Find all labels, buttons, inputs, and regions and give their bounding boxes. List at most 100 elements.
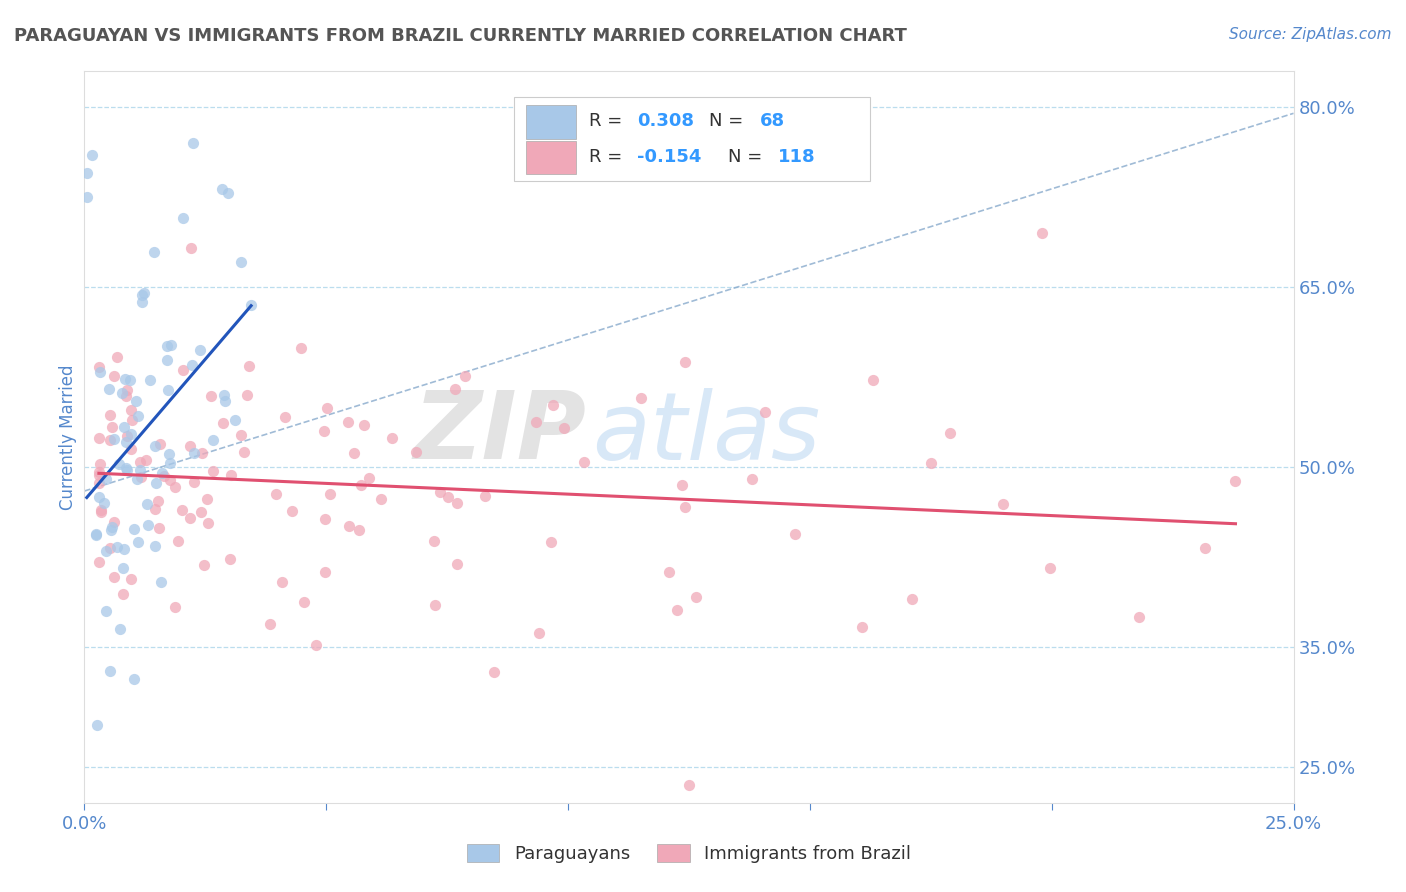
Paraguayans (217, 186, 239, 201)
Paraguayans (157, 446, 180, 460)
Immigrants from Brazil (87, 360, 110, 375)
Immigrants from Brazil (191, 446, 214, 460)
Immigrants from Brazil (193, 558, 215, 572)
Text: N =: N = (710, 112, 749, 130)
Immigrants from Brazil (87, 555, 110, 569)
Paraguayans (115, 461, 138, 475)
Immigrants from Brazil (920, 457, 942, 471)
Immigrants from Brazil (103, 515, 125, 529)
Paraguayans (143, 540, 166, 554)
Immigrants from Brazil (172, 363, 194, 377)
Text: 68: 68 (761, 112, 786, 130)
Paraguayans (229, 255, 252, 269)
Immigrants from Brazil (115, 383, 138, 397)
Immigrants from Brazil (425, 598, 447, 612)
Immigrants from Brazil (229, 428, 252, 442)
Paraguayans (145, 475, 167, 490)
Paraguayans (136, 497, 159, 511)
Immigrants from Brazil (754, 405, 776, 419)
Paraguayans (139, 373, 162, 387)
Immigrants from Brazil (658, 565, 681, 579)
Paraguayans (76, 166, 98, 180)
Immigrants from Brazil (270, 575, 292, 590)
Immigrants from Brazil (201, 464, 224, 478)
Paraguayans (100, 665, 122, 679)
Immigrants from Brazil (259, 617, 281, 632)
Immigrants from Brazil (103, 570, 125, 584)
Immigrants from Brazil (87, 432, 110, 446)
Immigrants from Brazil (98, 408, 121, 422)
Paraguayans (96, 604, 118, 618)
Immigrants from Brazil (429, 485, 451, 500)
FancyBboxPatch shape (526, 141, 576, 175)
Immigrants from Brazil (87, 467, 110, 482)
Immigrants from Brazil (553, 421, 575, 435)
Immigrants from Brazil (120, 403, 142, 417)
Immigrants from Brazil (292, 595, 315, 609)
Paraguayans (150, 466, 173, 480)
Immigrants from Brazil (180, 241, 202, 255)
Immigrants from Brazil (678, 778, 700, 792)
Paraguayans (159, 456, 181, 470)
Paraguayans (145, 440, 167, 454)
Text: 118: 118 (779, 148, 815, 166)
Immigrants from Brazil (172, 503, 194, 517)
Immigrants from Brazil (153, 468, 176, 483)
Immigrants from Brazil (314, 565, 336, 579)
Immigrants from Brazil (541, 398, 564, 412)
Paraguayans (112, 420, 135, 434)
Paraguayans (131, 294, 153, 309)
Immigrants from Brazil (236, 387, 259, 401)
Immigrants from Brazil (675, 500, 697, 514)
Immigrants from Brazil (179, 439, 201, 453)
Immigrants from Brazil (423, 534, 446, 549)
Y-axis label: Currently Married: Currently Married (59, 364, 77, 510)
Immigrants from Brazil (90, 503, 112, 517)
Immigrants from Brazil (337, 416, 360, 430)
Immigrants from Brazil (146, 494, 169, 508)
Paraguayans (127, 409, 149, 423)
Paraguayans (84, 527, 107, 541)
Paraguayans (172, 211, 194, 225)
Immigrants from Brazil (98, 541, 121, 555)
Paraguayans (211, 181, 233, 195)
Paraguayans (132, 286, 155, 301)
Paraguayans (131, 287, 153, 301)
Immigrants from Brazil (353, 418, 375, 433)
Paraguayans (89, 366, 111, 380)
Immigrants from Brazil (87, 465, 110, 479)
Paraguayans (125, 472, 148, 486)
Immigrants from Brazil (1225, 474, 1247, 488)
Paraguayans (183, 445, 205, 459)
Immigrants from Brazil (474, 489, 496, 503)
Paraguayans (103, 432, 125, 446)
Immigrants from Brazil (120, 572, 142, 586)
Paraguayans (105, 541, 128, 555)
Immigrants from Brazil (316, 401, 339, 415)
Text: atlas: atlas (592, 388, 821, 479)
Paraguayans (107, 457, 129, 471)
Immigrants from Brazil (342, 446, 364, 460)
Paraguayans (214, 394, 236, 409)
Immigrants from Brazil (446, 557, 468, 571)
Immigrants from Brazil (274, 409, 297, 424)
Text: R =: R = (589, 148, 627, 166)
Immigrants from Brazil (630, 391, 652, 405)
Immigrants from Brazil (190, 505, 212, 519)
Immigrants from Brazil (128, 455, 150, 469)
Immigrants from Brazil (98, 433, 121, 447)
Immigrants from Brazil (939, 426, 962, 441)
Immigrants from Brazil (221, 467, 243, 482)
Immigrants from Brazil (183, 475, 205, 490)
Immigrants from Brazil (179, 510, 201, 524)
Text: PARAGUAYAN VS IMMIGRANTS FROM BRAZIL CURRENTLY MARRIED CORRELATION CHART: PARAGUAYAN VS IMMIGRANTS FROM BRAZIL CUR… (14, 27, 907, 45)
Immigrants from Brazil (218, 552, 240, 566)
Paraguayans (202, 433, 225, 447)
Immigrants from Brazil (785, 526, 807, 541)
Paraguayans (86, 526, 108, 541)
Text: ZIP: ZIP (413, 387, 586, 479)
Paraguayans (127, 535, 149, 549)
Immigrants from Brazil (120, 442, 142, 456)
Immigrants from Brazil (572, 455, 595, 469)
Immigrants from Brazil (90, 505, 112, 519)
